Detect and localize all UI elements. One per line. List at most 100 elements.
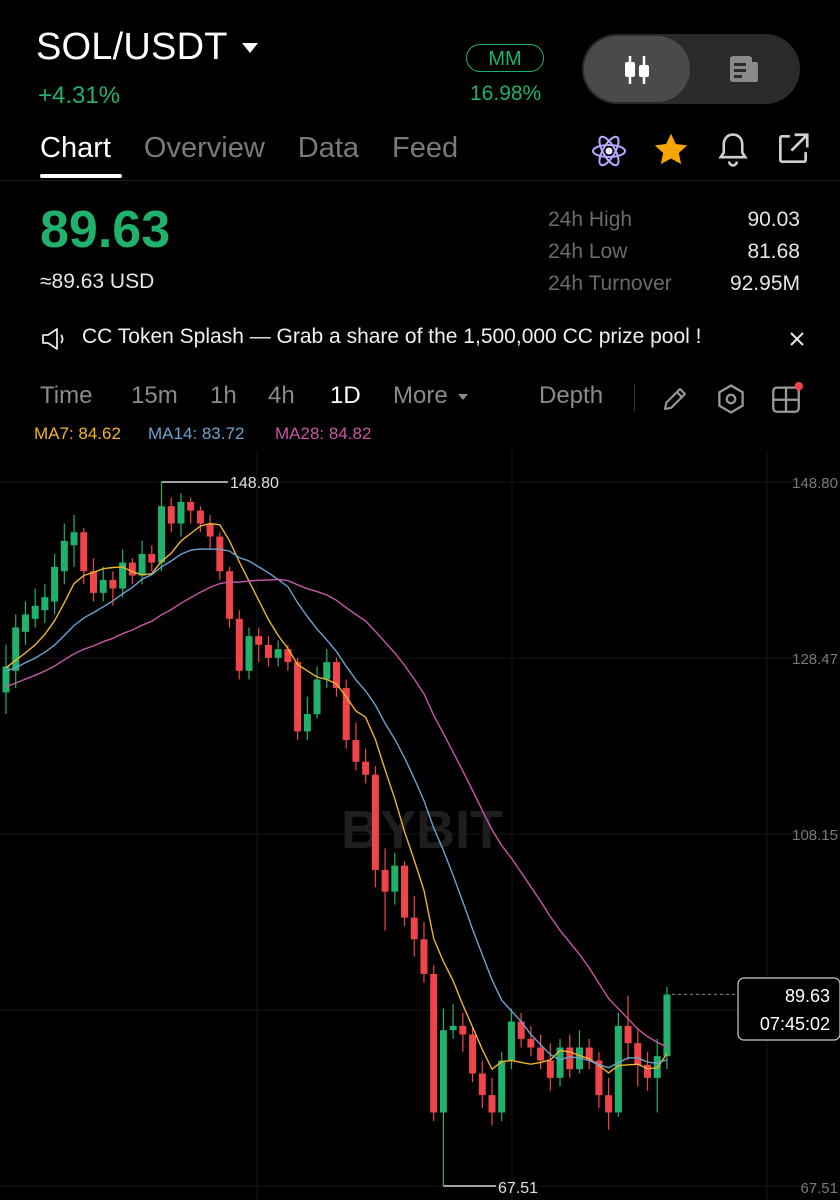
pencil-icon[interactable] (660, 384, 690, 414)
candle-body (624, 1025, 632, 1044)
ma28-line (5, 578, 668, 1048)
y-tick-label: 148.80 (792, 475, 838, 492)
mm-badge[interactable]: MM (466, 44, 544, 72)
layout-grid-icon[interactable] (768, 382, 804, 416)
candle-body (332, 662, 340, 689)
candle-body (138, 553, 146, 576)
candle-body (216, 536, 224, 572)
tf-1h[interactable]: 1h (210, 382, 237, 409)
low-marker-label: 67.51 (498, 1180, 538, 1197)
bell-icon[interactable] (714, 130, 752, 170)
candle-body (634, 1043, 642, 1065)
tf-more[interactable]: More (393, 382, 469, 410)
candle-body (187, 501, 195, 511)
atom-icon[interactable] (590, 132, 628, 170)
candle-body (352, 740, 360, 762)
candle-body (362, 761, 370, 775)
y-tick-label: 128.47 (792, 651, 838, 668)
active-tab-indicator (40, 174, 122, 178)
candle-body (274, 649, 282, 658)
candle-body (206, 523, 214, 537)
candle-body (430, 973, 438, 1113)
candle-body (459, 1025, 467, 1035)
candle-body (51, 566, 59, 602)
candle-body (2, 666, 10, 693)
candle-body (158, 506, 166, 563)
header-divider (0, 180, 840, 181)
candle-body (264, 644, 272, 658)
candle-body (566, 1047, 574, 1070)
candle-body (196, 510, 204, 524)
settings-hexagon-icon[interactable] (714, 382, 748, 416)
tf-time[interactable]: Time (40, 382, 93, 409)
last-price-label: 89.63 (785, 986, 830, 1006)
candle-body (294, 662, 302, 732)
candle-body (167, 506, 175, 524)
candle-body (128, 562, 136, 576)
y-tick-label: 67.51 (800, 1180, 838, 1197)
star-icon[interactable] (651, 130, 691, 170)
watermark: BYBIT (341, 800, 503, 860)
announcement-text[interactable]: CC Token Splash — Grab a share of the 1,… (82, 325, 702, 348)
candle-body (313, 679, 321, 715)
candle-body (595, 1060, 603, 1096)
candle-body (284, 649, 292, 663)
candle-body (644, 1064, 652, 1078)
tab-data[interactable]: Data (297, 132, 360, 164)
caret-down-icon (241, 42, 258, 53)
low-value: 81.68 (747, 240, 800, 263)
candle-body (99, 579, 107, 593)
y-tick-label: 108.15 (792, 827, 838, 844)
high-value: 90.03 (747, 208, 800, 231)
close-icon[interactable] (788, 330, 806, 348)
candle-body (342, 688, 350, 741)
candlestick-view-button[interactable] (584, 36, 690, 102)
megaphone-icon (42, 328, 64, 350)
tf-1d[interactable]: 1D (330, 382, 361, 409)
orderbook-view-button[interactable] (726, 52, 762, 91)
candle-body (323, 662, 331, 680)
tf-15m[interactable]: 15m (131, 382, 178, 409)
tab-chart[interactable]: Chart (40, 132, 111, 164)
candle-body (556, 1047, 564, 1078)
candle-body (391, 865, 399, 892)
usd-price: ≈89.63 USD (40, 270, 155, 293)
candlestick-chart[interactable]: BYBIT 148.80 128.47 108.15 67.51 148.80 … (0, 450, 840, 1200)
candle-body (12, 627, 20, 671)
pair-name: SOL/USDT (36, 26, 228, 68)
candle-body (177, 501, 185, 524)
tf-4h[interactable]: 4h (268, 382, 295, 409)
pair-selector[interactable]: SOL/USDT (36, 26, 258, 69)
share-icon[interactable] (774, 130, 812, 168)
last-price: 89.63 (40, 201, 171, 259)
candle-body (401, 865, 409, 918)
caret-down-icon (458, 393, 469, 400)
candle-body (41, 597, 49, 611)
candle-body (527, 1038, 535, 1048)
candle-body (31, 605, 39, 619)
main-tabs: Chart Overview Data Feed (40, 132, 491, 165)
candle-body (614, 1025, 622, 1113)
last-price-box (737, 977, 840, 1041)
candle-body (60, 540, 68, 572)
candle-body (498, 1060, 506, 1113)
ma7-line (5, 522, 668, 1074)
turnover-label: 24h Turnover (548, 272, 672, 295)
high-label: 24h High (548, 208, 633, 231)
candle-body (80, 532, 88, 572)
candle-body (410, 917, 418, 940)
candle-body (381, 869, 389, 892)
tab-feed[interactable]: Feed (392, 132, 459, 164)
candle-body (585, 1047, 593, 1061)
candles (2, 482, 671, 1186)
candle-body (303, 714, 311, 732)
tf-more-label: More (393, 382, 448, 409)
tab-overview[interactable]: Overview (143, 132, 265, 164)
toolbar-divider (634, 384, 635, 412)
ma28-legend: MA28: 84.82 (275, 424, 372, 443)
candle-body (245, 636, 253, 671)
depth-button[interactable]: Depth (539, 382, 604, 409)
candle-body (235, 618, 243, 671)
candle-body (537, 1047, 545, 1061)
ma14-line (5, 548, 668, 1069)
